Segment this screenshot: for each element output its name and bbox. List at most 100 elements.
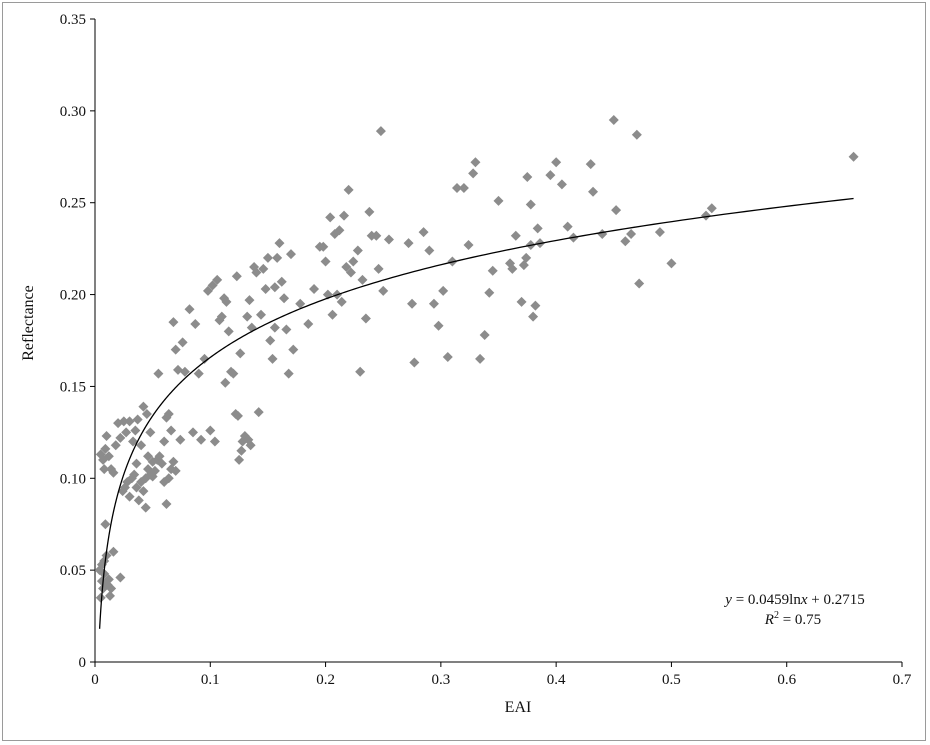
data-point [556, 179, 567, 190]
y-tick-label: 0.10 [60, 471, 86, 487]
data-point [562, 221, 573, 232]
data-point [147, 471, 158, 482]
data-point [272, 252, 283, 263]
data-point [634, 278, 645, 289]
data-point [626, 228, 637, 239]
equation-suffix: + 0.2715 [808, 592, 865, 608]
data-point [475, 353, 486, 364]
data-point [355, 366, 366, 377]
data-point [173, 364, 184, 375]
data-point [136, 440, 147, 451]
data-point [184, 304, 195, 315]
data-point [132, 414, 143, 425]
y-tick-label: 0.35 [60, 12, 86, 28]
data-point [118, 416, 129, 427]
data-point [260, 284, 271, 295]
data-point [138, 401, 149, 412]
data-point [133, 495, 144, 506]
equation-x-var: x [800, 592, 808, 608]
data-point [140, 473, 151, 484]
data-point [424, 245, 435, 256]
data-point [202, 285, 213, 296]
data-point [318, 241, 329, 252]
data-point [159, 436, 170, 447]
data-point [407, 298, 418, 309]
data-point [253, 407, 264, 418]
data-point [470, 157, 481, 168]
data-point [352, 245, 363, 256]
data-point [522, 171, 533, 182]
data-point [220, 377, 231, 388]
data-point [234, 454, 245, 465]
data-point [585, 159, 596, 170]
r2-superscript: 2 [774, 610, 779, 621]
data-point [124, 416, 135, 427]
data-point [267, 353, 278, 364]
data-point [516, 296, 527, 307]
data-point [631, 129, 642, 140]
regression-equation: y = 0.0459lnx + 0.2715 [723, 592, 864, 608]
y-tick-label: 0.15 [60, 379, 86, 395]
data-point [409, 357, 420, 368]
data-point [161, 499, 172, 510]
data-point [209, 436, 220, 447]
y-tick-label: 0.05 [60, 563, 86, 579]
data-point [666, 258, 677, 269]
data-point [269, 322, 280, 333]
data-point [245, 440, 256, 451]
data-point [256, 309, 267, 320]
data-point [170, 465, 181, 476]
data-point [468, 168, 479, 179]
data-point [153, 368, 164, 379]
x-axis-title: EAI [505, 699, 532, 716]
data-point [262, 252, 273, 263]
data-point [121, 427, 132, 438]
data-point [530, 300, 541, 311]
x-tick-label: 0.2 [316, 672, 335, 688]
data-point [309, 284, 320, 295]
data-point [163, 408, 174, 419]
data-point [654, 227, 665, 238]
data-point [479, 329, 490, 340]
x-ticks: 0 0.1 0.2 0.3 0.4 0.5 0.6 0.7 [91, 662, 912, 688]
data-point [336, 296, 347, 307]
data-point [848, 151, 859, 162]
data-point [320, 256, 331, 267]
x-tick-label: 0.7 [893, 672, 912, 688]
data-point [143, 451, 154, 462]
data-point [108, 467, 119, 478]
data-point [588, 186, 599, 197]
data-point [371, 230, 382, 241]
data-point [433, 320, 444, 331]
data-point [190, 318, 201, 329]
data-point [187, 427, 198, 438]
data-point [166, 425, 177, 436]
data-point [375, 126, 386, 137]
y-tick-label: 0 [79, 655, 87, 671]
data-point [104, 590, 115, 601]
data-point [521, 252, 532, 263]
data-point [545, 170, 556, 181]
data-point [115, 572, 126, 583]
data-point [154, 451, 165, 462]
data-point [235, 348, 246, 359]
data-point [343, 184, 354, 195]
data-point [199, 353, 210, 364]
data-point [608, 115, 619, 126]
r2-symbol: R [764, 612, 774, 628]
x-tick-label: 0.4 [547, 672, 566, 688]
data-point [193, 368, 204, 379]
data-point [276, 276, 287, 287]
data-point [232, 410, 243, 421]
data-point [207, 280, 218, 291]
data-point [339, 210, 350, 221]
fit-curve [98, 197, 854, 629]
data-point [156, 458, 167, 469]
data-point [303, 318, 314, 329]
data-point [131, 458, 142, 469]
data-point [327, 309, 338, 320]
data-point [205, 425, 216, 436]
data-point [295, 298, 306, 309]
data-point [115, 432, 126, 443]
